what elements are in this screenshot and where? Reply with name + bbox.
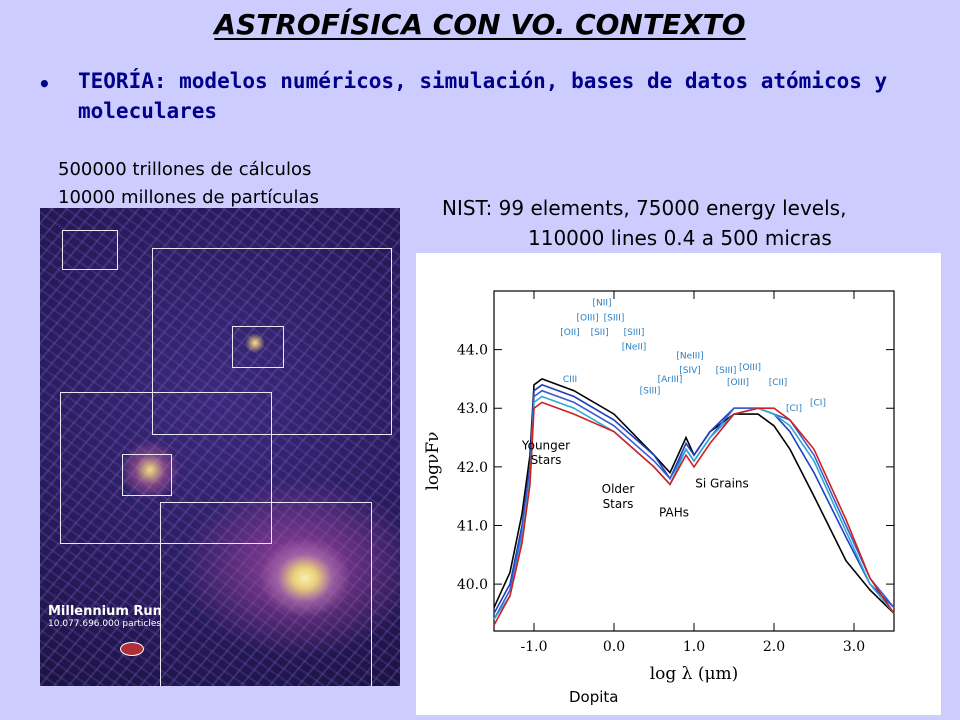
emission-line-label: [NeIII] [676,351,703,361]
simulation-label: Millennium Run 10.077.696.000 particles [48,604,162,629]
emission-line-label: [SIII] [604,313,625,323]
y-tick-label: 41.0 [457,518,488,534]
y-tick-label: 42.0 [457,460,488,476]
emission-line-label: [ArIII] [658,375,683,385]
chart-annotation: Older [602,482,635,496]
footer-author: Dopita [569,688,619,706]
caption-calculations: 500000 trillones de cálculos [58,159,312,180]
chart-annotation: Si Grains [695,476,749,490]
y-tick-label: 43.0 [457,401,488,417]
emission-line-label: [SII] [591,328,609,338]
emission-line-label: [OIII] [739,363,761,373]
emission-line-label: [SIV] [679,366,701,376]
slide-title: ASTROFÍSICA CON VO. CONTEXTO [214,8,746,41]
nist-caption-line-2: 110000 lines 0.4 a 500 micras [528,226,832,250]
emission-line-label: [NII] [592,299,611,309]
emission-line-label: [SIII] [716,366,737,376]
zoom-box-5 [122,454,172,496]
emission-line-label: [CII] [769,378,788,388]
caption-particles: 10000 millones de partículas [58,187,319,208]
simulation-subtitle: 10.077.696.000 particles [48,619,162,629]
sed-chart: -1.0 0.0 1.0 2.0 3.0 40.0 41.0 42.0 43.0 44.0 log … [423,290,895,684]
emission-line-label: [SIII] [640,387,661,397]
emission-line-label: [OIII] [727,378,749,388]
nist-caption-line-1: NIST: 99 elements, 75000 energy levels, [442,196,847,220]
millennium-simulation-image: Millennium Run 10.077.696.000 particles [40,208,400,686]
sed-series-4 [493,395,895,620]
x-tick-label: 3.0 [843,639,865,655]
sed-series-1 [493,378,895,614]
sed-chart-panel: -1.0 0.0 1.0 2.0 3.0 40.0 41.0 42.0 43.0 44.0 log … [416,253,941,715]
chart-annotation: PAHs [659,506,689,520]
bullet-marker: • [38,72,51,96]
chart-annotation: Stars [531,453,562,467]
x-tick-label: 1.0 [683,639,705,655]
zoom-box-3 [232,326,284,368]
simulation-caption: 500000 trillones de cálculos 10000 millo… [58,156,388,212]
zoom-box-2 [152,248,392,435]
y-axis-label: logνFν [423,431,443,490]
zoom-box-1 [62,230,118,270]
emission-line-label: [OIII] [577,313,599,323]
zoom-box-4 [60,392,272,544]
emission-line-label: CIII [563,375,577,385]
y-tick-label: 44.0 [457,343,488,359]
x-tick-label: 0.0 [603,639,625,655]
chart-annotation: Younger [521,438,570,452]
x-axis-label: log λ (μm) [650,664,739,684]
bullet-text: TEORÍA: modelos numéricos, simulación, b… [78,69,888,123]
x-tick-label: 2.0 [763,639,785,655]
institution-logo-icon [120,642,144,656]
simulation-title: Millennium Run [48,604,162,619]
emission-line-label: [OII] [560,328,579,338]
emission-line-label: [SIII] [624,328,645,338]
sed-series-5 [493,401,895,626]
y-tick-label: 40.0 [457,577,488,593]
emission-line-label: [CI] [810,398,826,408]
chart-annotation: Stars [603,497,634,511]
emission-line-label: [CI] [786,404,802,414]
x-tick-label: -1.0 [521,639,548,655]
emission-line-label: [NeII] [622,343,647,353]
zoom-box-6 [160,502,372,686]
